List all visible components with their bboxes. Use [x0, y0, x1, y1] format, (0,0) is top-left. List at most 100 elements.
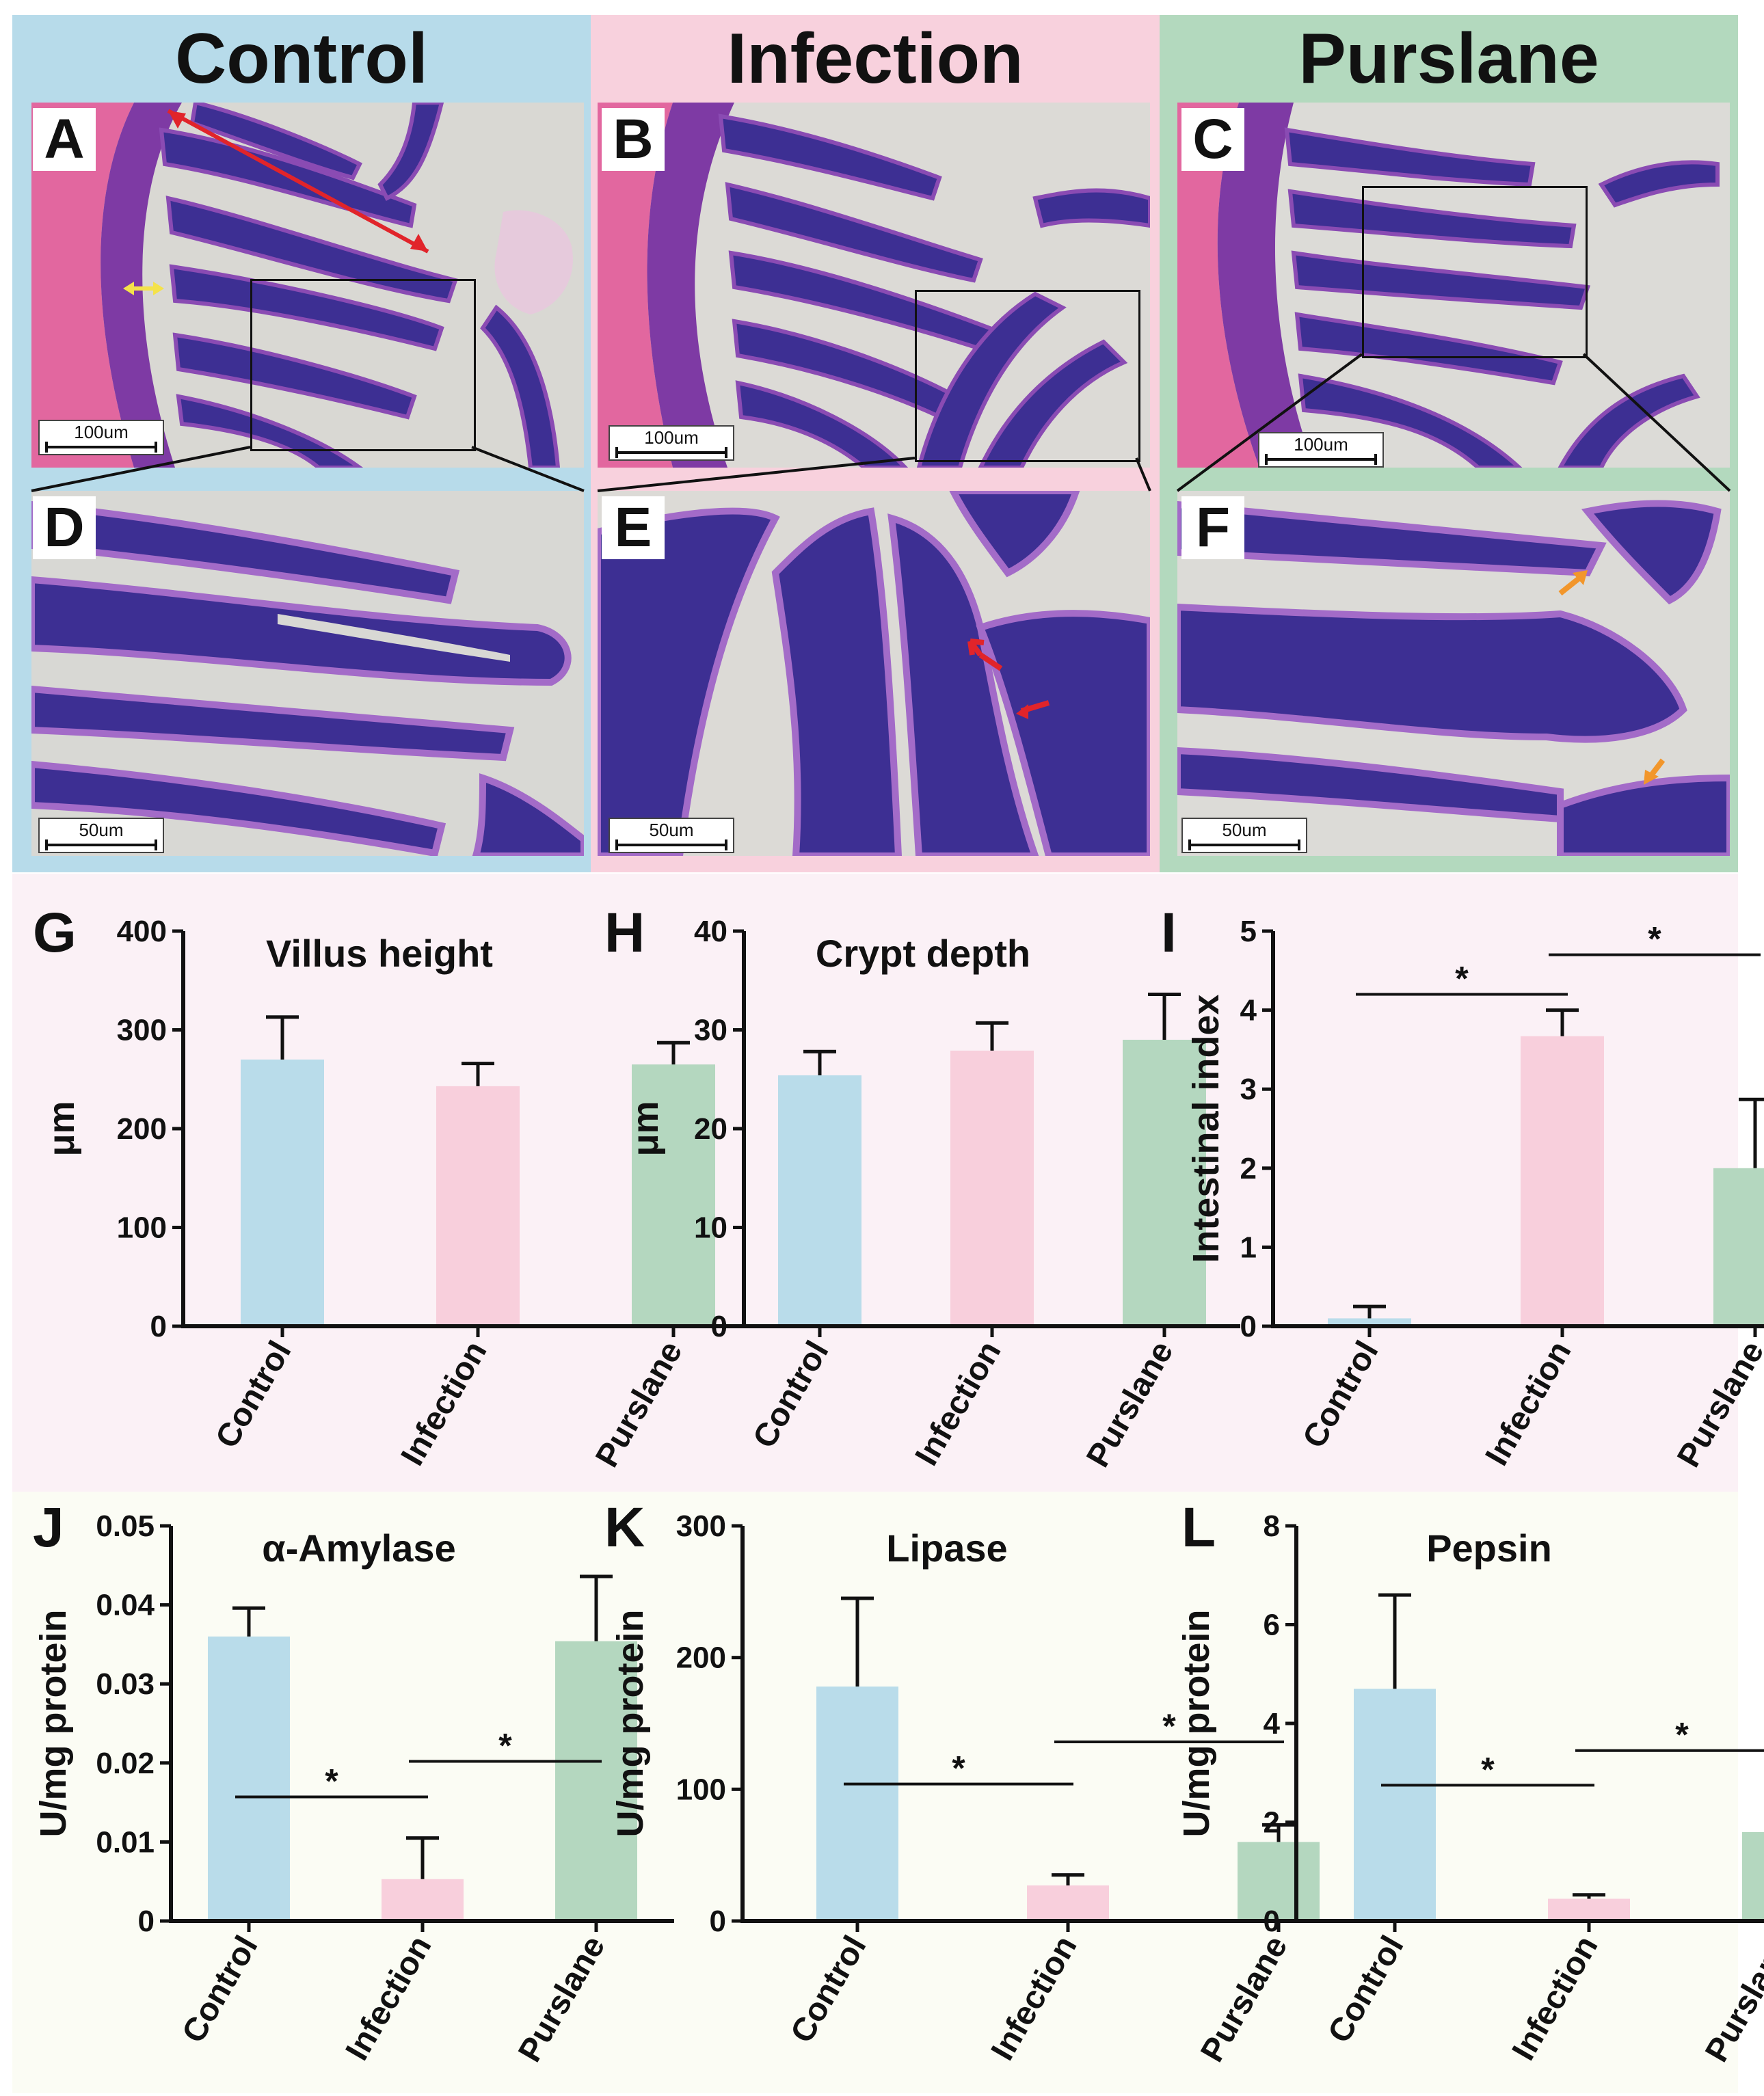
scale-bar-b-text: 100um	[644, 427, 699, 448]
chart-i-ytick-label-1: 1	[1240, 1231, 1257, 1264]
scale-bar-f: 50um	[1181, 818, 1307, 853]
chart-g-title: Villus height	[266, 932, 493, 975]
chart-i-bar-infection	[1521, 1036, 1604, 1326]
chart-k-bar-purslane	[1238, 1842, 1320, 1921]
panel-label-c: C	[1181, 108, 1244, 171]
chart-j-bar-control	[208, 1636, 290, 1921]
chart-k-panel-label: K	[604, 1496, 645, 1559]
chart-l-ytick-label-0: 0	[1264, 1905, 1280, 1938]
chart-k-ytick-label-3: 300	[676, 1509, 726, 1543]
chart-g-ytick-label-2: 200	[117, 1112, 167, 1146]
column-title-control: Control	[175, 19, 428, 98]
chart-k-title: Lipase	[886, 1527, 1007, 1570]
scale-bar-c: 100um	[1258, 432, 1384, 468]
chart-j-ytick-label-0: 0	[138, 1905, 155, 1938]
chart-k-bar-control	[816, 1687, 898, 1921]
chart-j-ytick-label-3: 0.03	[96, 1667, 155, 1701]
chart-i-significance-star-1: *	[1648, 920, 1661, 958]
chart-k-ylabel: U/mg protein	[610, 1610, 651, 1838]
chart-h-bar-purslane	[1123, 1039, 1206, 1326]
chart-i-significance-star-0: *	[1455, 959, 1469, 997]
chart-j-panel-label: J	[33, 1496, 64, 1559]
panel-label-d: D	[33, 496, 96, 559]
panel-label-a: A	[33, 108, 96, 171]
micrograph-a	[31, 103, 584, 468]
chart-g-bar-purslane	[632, 1064, 715, 1326]
chart-g-ytick-label-1: 100	[117, 1211, 167, 1245]
chart-j-bar-infection	[382, 1879, 464, 1921]
chart-l-ytick-label-4: 8	[1264, 1509, 1280, 1543]
chart-j-ylabel: U/mg protein	[33, 1610, 74, 1838]
chart-l-ytick-label-2: 4	[1264, 1707, 1281, 1741]
chart-l-ylabel: U/mg protein	[1176, 1610, 1217, 1838]
chart-i-ytick-label-3: 3	[1240, 1073, 1257, 1106]
micrograph-b	[598, 103, 1150, 468]
chart-h-panel-label: H	[604, 902, 645, 964]
chart-h-ytick-label-4: 40	[694, 915, 727, 948]
zoom-box-c	[1362, 186, 1588, 358]
chart-i-ytick-label-5: 5	[1240, 915, 1257, 948]
chart-h-ylabel: μm	[625, 1101, 666, 1156]
chart-j-bar-purslane	[555, 1641, 637, 1921]
chart-h-bar-infection	[950, 1050, 1034, 1326]
scale-bar-d-text: 50um	[79, 820, 124, 840]
chart-h-ytick-label-2: 20	[694, 1112, 727, 1146]
scale-bar-e: 50um	[609, 818, 734, 853]
chart-i-bar-purslane	[1713, 1168, 1764, 1326]
micrograph-d	[31, 491, 584, 856]
chart-g-ytick-label-0: 0	[150, 1310, 167, 1343]
scale-bar-a-text: 100um	[74, 422, 129, 442]
chart-h-ytick-label-0: 0	[711, 1310, 727, 1343]
micrograph-c	[1177, 103, 1730, 468]
chart-l-ytick-label-1: 2	[1264, 1806, 1280, 1840]
chart-j-significance-star-1: *	[498, 1726, 512, 1764]
scale-bar-f-text: 50um	[1222, 820, 1267, 840]
chart-l-ytick-label-3: 6	[1264, 1609, 1280, 1642]
panel-label-e: E	[602, 496, 665, 559]
scale-bar-c-text: 100um	[1294, 434, 1348, 455]
chart-h-bar-control	[778, 1075, 861, 1326]
chart-j-significance-star-0: *	[325, 1762, 338, 1801]
chart-l-significance-star-0: *	[1481, 1750, 1495, 1788]
chart-g-ytick-label-3: 300	[117, 1014, 167, 1047]
zoom-connectors	[31, 353, 1731, 492]
chart-h-title: Crypt depth	[816, 932, 1030, 975]
chart-j-ytick-label-4: 0.04	[96, 1589, 155, 1622]
zoom-box-a	[250, 279, 476, 451]
column-title-purslane: Purslane	[1298, 19, 1599, 98]
micrograph-f	[1177, 491, 1730, 856]
scale-bar-a: 100um	[38, 420, 164, 455]
zoom-box-b	[915, 290, 1140, 462]
micrograph-e	[598, 491, 1150, 856]
chart-i-ytick-label-0: 0	[1240, 1310, 1257, 1343]
panel-label-f: F	[1181, 496, 1244, 559]
chart-j-ytick-label-2: 0.02	[96, 1747, 155, 1780]
chart-k-ytick-label-0: 0	[710, 1905, 726, 1938]
chart-l-significance-star-1: *	[1675, 1716, 1689, 1754]
chart-l-bar-control	[1354, 1689, 1436, 1921]
chart-k-significance-star-1: *	[1162, 1707, 1176, 1745]
chart-i-ytick-label-2: 2	[1240, 1152, 1257, 1185]
chart-l-bar-purslane	[1742, 1831, 1764, 1921]
chart-g-ylabel: μm	[41, 1101, 82, 1156]
chart-j-ytick-label-1: 0.01	[96, 1825, 155, 1859]
scale-bar-b: 100um	[609, 425, 734, 461]
chart-k-ytick-label-2: 200	[676, 1641, 726, 1675]
chart-j-ytick-label-5: 0.05	[96, 1509, 155, 1543]
panel-label-b: B	[602, 108, 665, 171]
chart-i-bar-control	[1328, 1318, 1411, 1326]
chart-h-ytick-label-3: 30	[694, 1014, 727, 1047]
chart-j-title: α-Amylase	[262, 1527, 455, 1570]
chart-k-significance-star-0: *	[952, 1749, 965, 1788]
scale-bar-e-text: 50um	[649, 820, 694, 840]
chart-l-title: Pepsin	[1426, 1527, 1552, 1570]
chart-g-panel-label: G	[33, 902, 77, 964]
chart-h-ytick-label-1: 10	[694, 1211, 727, 1245]
chart-k-bar-infection	[1027, 1885, 1109, 1921]
column-title-infection: Infection	[727, 19, 1024, 98]
chart-g-bar-control	[241, 1059, 324, 1326]
chart-g-bar-infection	[436, 1086, 520, 1326]
chart-l-bar-infection	[1548, 1898, 1630, 1921]
chart-k-ytick-label-1: 100	[676, 1773, 726, 1806]
